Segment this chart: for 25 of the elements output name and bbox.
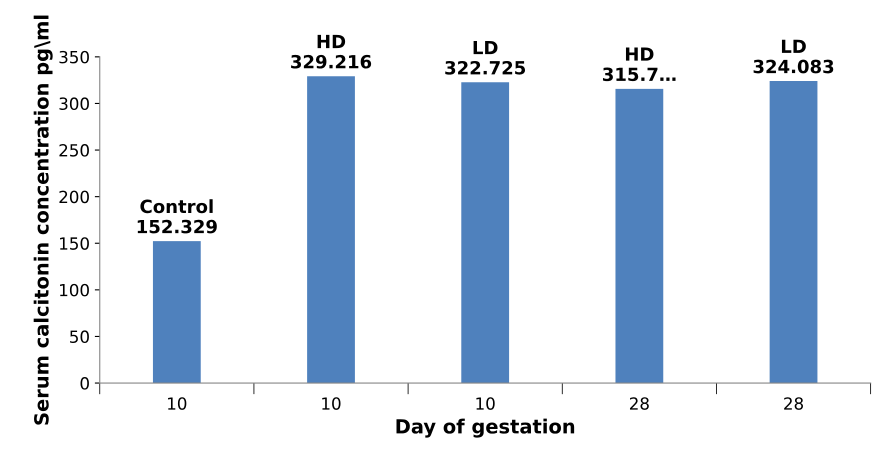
y-tick-label: 50 bbox=[70, 330, 89, 344]
data-label: HD 329.216 bbox=[291, 34, 372, 69]
x-axis-title: Day of gestation bbox=[396, 418, 574, 438]
x-tick-label: 28 bbox=[630, 397, 649, 410]
y-tick-label: 200 bbox=[59, 190, 89, 204]
bar bbox=[615, 88, 664, 384]
data-label: LD 322.725 bbox=[445, 40, 526, 75]
data-label: Control 152.329 bbox=[138, 199, 217, 234]
y-tick-label: 0 bbox=[80, 377, 89, 390]
x-tick-label: 28 bbox=[784, 397, 803, 410]
x-tick-label: 10 bbox=[476, 397, 495, 410]
data-label: LD 324.083 bbox=[754, 40, 834, 74]
bar bbox=[307, 76, 355, 384]
x-tick-label: 10 bbox=[168, 397, 186, 410]
y-tick-label: 250 bbox=[59, 144, 89, 157]
y-tick-label: 100 bbox=[60, 284, 89, 296]
bar bbox=[461, 82, 510, 384]
y-tick-label: 150 bbox=[60, 237, 89, 250]
bar bbox=[152, 241, 201, 384]
x-tick-label: 10 bbox=[322, 397, 341, 410]
data-label: HD 315.7… bbox=[602, 48, 676, 82]
y-axis-title: Serum calcitonin concentration pg\ml bbox=[34, 16, 53, 425]
bar bbox=[770, 81, 818, 384]
y-tick-label: 350 bbox=[59, 50, 89, 64]
y-tick-label: 300 bbox=[59, 97, 89, 110]
